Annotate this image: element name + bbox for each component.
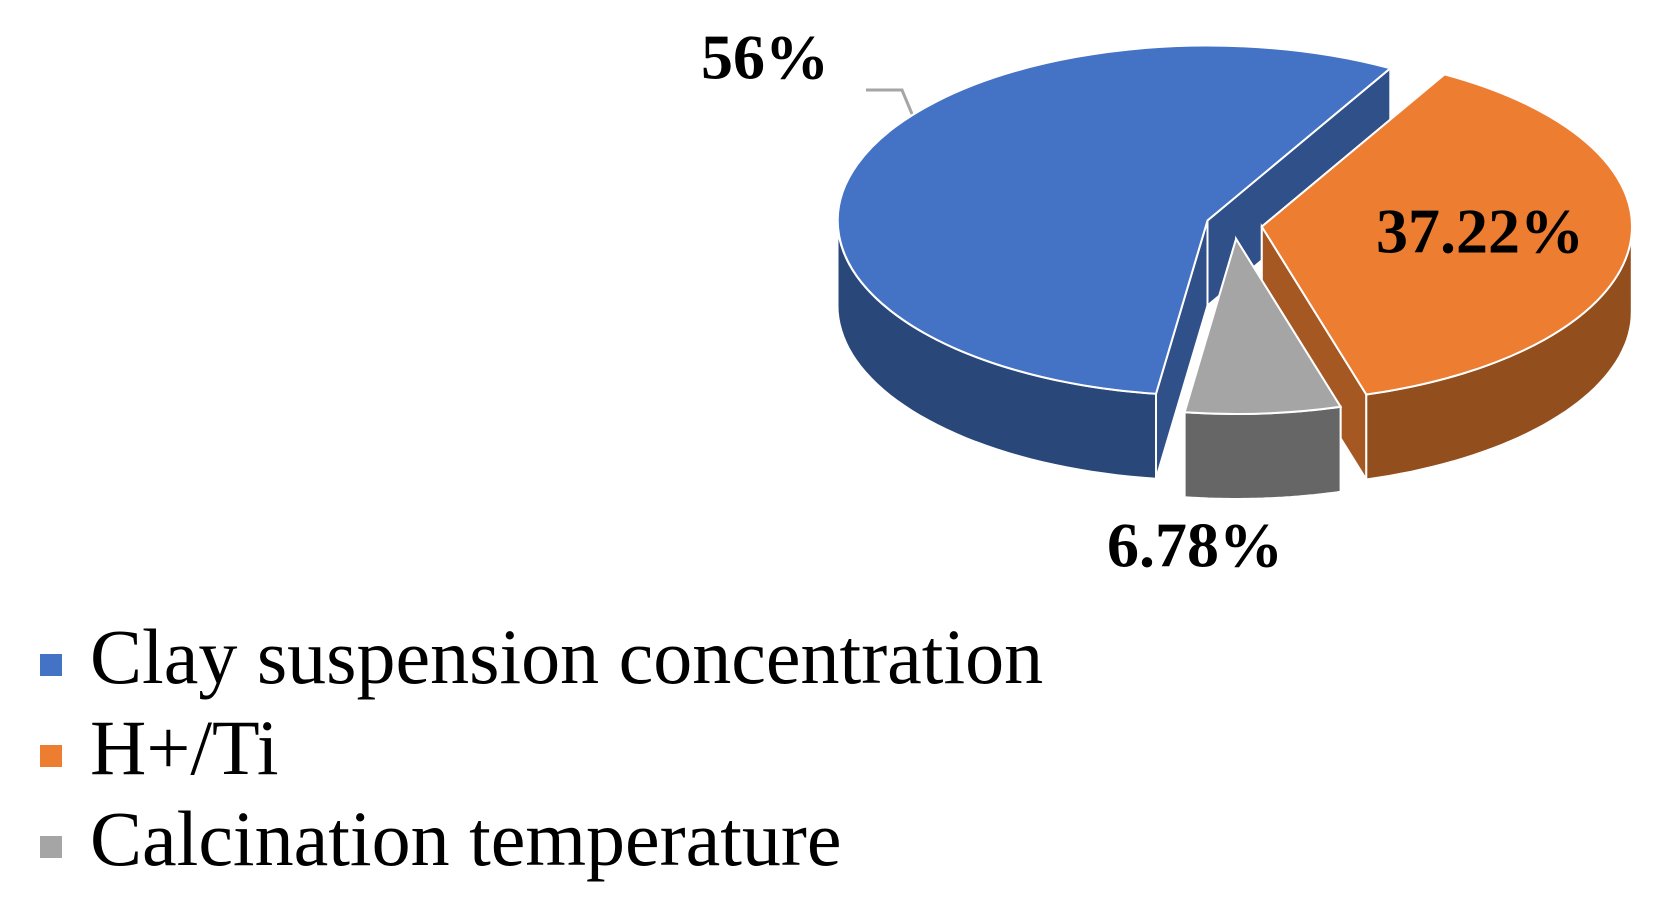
- legend-label: Calcination temperature: [90, 795, 842, 882]
- legend-swatch: [40, 745, 62, 767]
- slice-outer-wall: [1183, 405, 1342, 500]
- legend-label: H+/Ti: [90, 704, 279, 791]
- legend-label: Clay suspension concentration: [90, 613, 1043, 700]
- pie-slice: [1260, 73, 1633, 396]
- leader-line: [866, 88, 914, 115]
- legend: Clay suspension concentrationH+/TiCalcin…: [40, 613, 1043, 882]
- pie-slice: [1183, 236, 1343, 415]
- data-labels: 56% 37.22% 6.78%: [701, 22, 1584, 581]
- data-label: 56%: [701, 22, 829, 93]
- data-label: 6.78%: [1107, 510, 1283, 581]
- data-label: 37.22%: [1376, 196, 1584, 267]
- legend-swatch: [40, 836, 62, 858]
- legend-swatch: [40, 654, 62, 676]
- pie-slice: [836, 44, 1393, 395]
- pie-tops: [836, 44, 1633, 415]
